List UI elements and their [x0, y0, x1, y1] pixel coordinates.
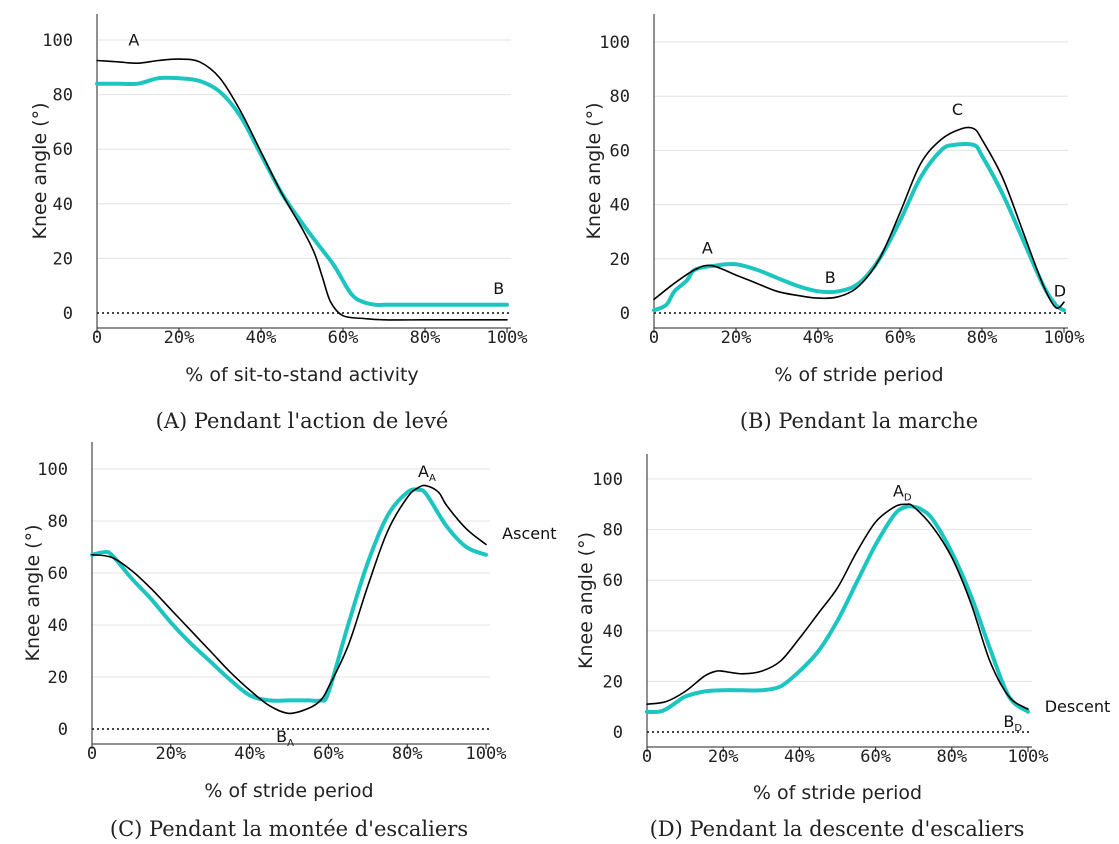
chart-panel-1: 0 20 40 60 80 100 0 20% 40% 60% 80% 100% % of sit-to…: [29, 14, 527, 433]
x-tick-label: 80%: [936, 747, 967, 767]
annotation-label: Ascent: [502, 524, 556, 543]
chart-panel-3: 0 20 40 60 80 100 0 20% 40% 60% 80% 100% % of stride…: [22, 442, 557, 841]
x-tick-label: 40%: [784, 747, 815, 767]
annotation-label: BA: [276, 727, 294, 749]
annotation-label: A: [702, 238, 713, 257]
x-tick-label: 20%: [164, 328, 195, 348]
x-tick-label: 40%: [246, 328, 277, 348]
x-tick-label: 60%: [885, 328, 916, 348]
annotation-label: AA: [418, 462, 436, 484]
y-tick-label: 100: [42, 31, 73, 51]
y-tick-label: 80: [53, 86, 73, 106]
y-tick-label: 20: [610, 250, 630, 270]
y-tick-label: 20: [53, 249, 73, 269]
y-axis-title: Knee angle (°): [22, 525, 44, 662]
series-line-black: [96, 58, 508, 321]
x-tick-label: 20%: [155, 744, 186, 764]
x-tick-label: 0: [92, 328, 102, 348]
x-tick-label: 80%: [967, 328, 998, 348]
x-tick-label: 60%: [313, 744, 344, 764]
series-line-cyan: [95, 75, 509, 308]
chart-panel-2: 0 20 40 60 80 100 0 20% 40% 60% 80% 100% % of stride…: [583, 14, 1084, 433]
x-axis-title: % of stride period: [774, 364, 943, 386]
figure-caption: (D) Pendant la descente d'escaliers: [650, 817, 1025, 841]
series-line-cyan: [645, 504, 1030, 714]
x-tick-label: 100%: [1044, 328, 1085, 348]
annotation-label: BD: [1003, 712, 1022, 734]
x-tick-label: 40%: [234, 744, 265, 764]
y-tick-label: 20: [603, 672, 623, 692]
x-tick-label: 0: [649, 328, 659, 348]
y-tick-label: 0: [620, 304, 630, 324]
series-line-cyan: [90, 487, 488, 703]
x-tick-label: 60%: [860, 747, 891, 767]
series-line-black: [91, 484, 487, 715]
series-line-black: [653, 126, 1065, 309]
x-tick-label: 20%: [721, 328, 752, 348]
y-tick-label: 100: [599, 33, 630, 53]
figure-caption: (B) Pendant la marche: [740, 409, 978, 433]
y-tick-label: 20: [48, 668, 68, 688]
x-tick-label: 0: [87, 744, 97, 764]
y-tick-label: 60: [603, 571, 623, 591]
x-tick-label: 60%: [328, 328, 359, 348]
annotation-label: AD: [893, 482, 912, 504]
annotation-label: D: [1054, 282, 1066, 301]
annotation-label: B: [493, 279, 504, 298]
figure-caption: (A) Pendant l'action de levé: [156, 409, 449, 433]
x-tick-label: 20%: [708, 747, 739, 767]
x-tick-label: 0: [642, 747, 652, 767]
y-tick-label: 80: [603, 521, 623, 541]
series-line-black: [646, 503, 1029, 710]
y-tick-label: 40: [603, 622, 623, 642]
y-tick-label: 60: [53, 140, 73, 160]
y-tick-label: 40: [48, 616, 68, 636]
x-tick-label: 100%: [466, 744, 507, 764]
y-axis-title: Knee angle (°): [29, 103, 51, 240]
annotation-label: A: [128, 30, 139, 49]
annotation-label: Descent: [1045, 697, 1111, 716]
x-axis-title: % of stride period: [753, 782, 922, 804]
y-tick-label: 60: [610, 141, 630, 161]
y-tick-label: 40: [53, 195, 73, 215]
x-tick-label: 80%: [410, 328, 441, 348]
y-tick-label: 80: [48, 512, 68, 532]
y-tick-label: 40: [610, 196, 630, 216]
x-tick-label: 40%: [803, 328, 834, 348]
y-tick-label: 0: [613, 723, 623, 743]
y-tick-label: 60: [48, 564, 68, 584]
y-tick-label: 100: [37, 460, 68, 480]
annotation-label: B: [825, 268, 836, 287]
y-tick-label: 0: [58, 720, 68, 740]
x-tick-label: 100%: [487, 328, 528, 348]
y-tick-label: 0: [63, 304, 73, 324]
figure-caption: (C) Pendant la montée d'escaliers: [110, 817, 468, 841]
chart-panel-4: 0 20 40 60 80 100 0 20% 40% 60% 80% 100% % of stride…: [575, 454, 1110, 841]
y-tick-label: 100: [592, 470, 623, 490]
x-axis-title: % of sit-to-stand activity: [185, 364, 418, 386]
y-axis-title: Knee angle (°): [575, 532, 597, 669]
x-axis-title: % of stride period: [204, 780, 373, 802]
x-tick-label: 80%: [392, 744, 423, 764]
annotation-label: C: [952, 100, 963, 119]
y-tick-label: 80: [610, 87, 630, 107]
x-tick-label: 100%: [1008, 747, 1049, 767]
y-axis-title: Knee angle (°): [583, 103, 605, 240]
